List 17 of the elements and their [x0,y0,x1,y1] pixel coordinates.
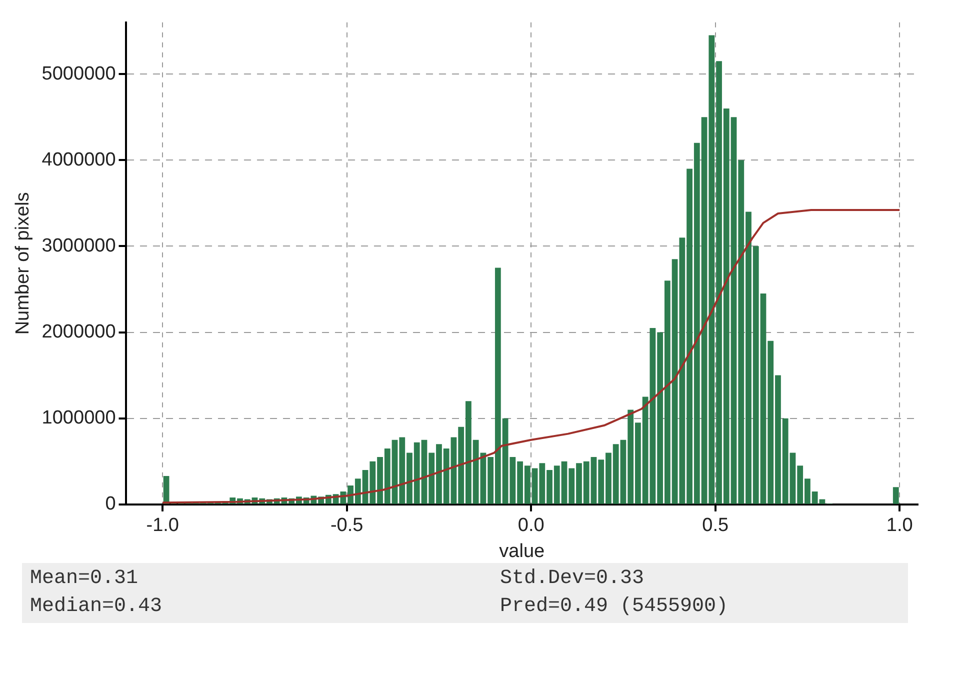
x-tick-label: 0.0 [518,515,544,536]
x-tick-label: 0.5 [702,515,729,536]
y-tick-label: 1000000 [42,408,116,429]
y-tick-label: 3000000 [42,235,116,256]
text: Mean=0.31 [30,566,140,592]
text: Pred=0.49 (5455900) [500,594,730,620]
x-axis-title: value [499,540,545,562]
x-tick-label: -0.5 [330,515,364,536]
text: Std.Dev=0.33 [500,566,646,592]
y-tick-label: 0 [105,494,116,515]
y-tick-label: 4000000 [42,149,116,170]
x-tick-label: -1.0 [146,515,179,536]
y-tick-label: 2000000 [42,321,116,342]
text: Median=0.43 [30,594,164,620]
x-tick-label: 1.0 [886,515,913,536]
y-axis-title: Number of pixels [12,192,34,335]
y-tick-label: 5000000 [42,63,116,84]
